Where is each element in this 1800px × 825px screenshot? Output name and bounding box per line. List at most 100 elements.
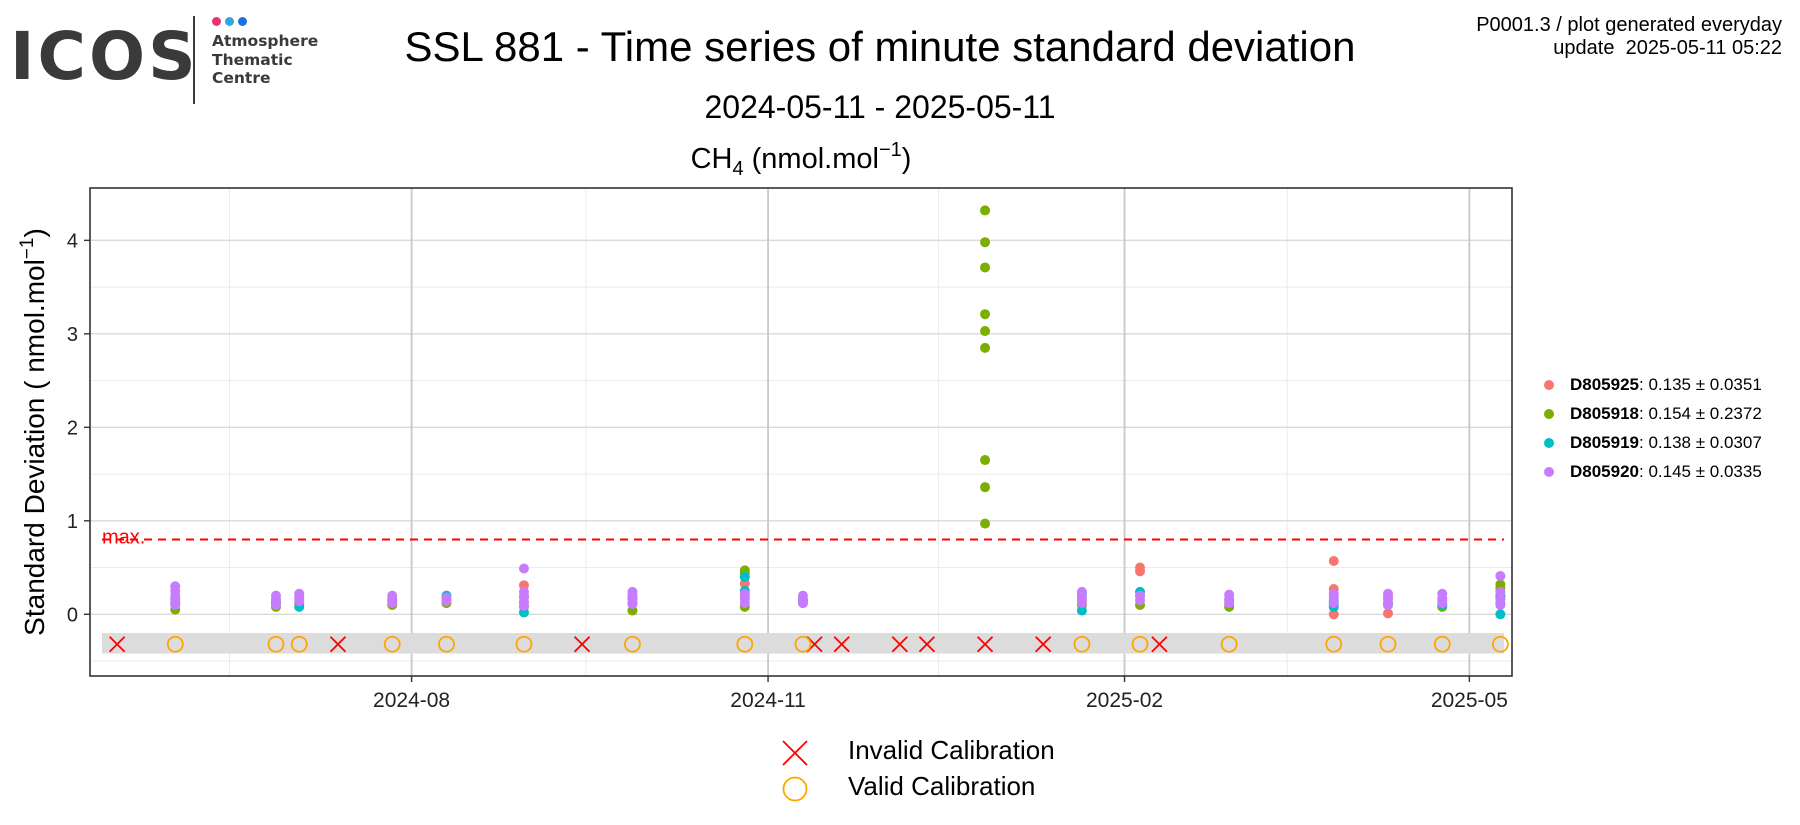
y-tick-label: 4 bbox=[67, 230, 78, 252]
invalid-calibration-marker bbox=[1151, 636, 1168, 653]
data-point bbox=[1328, 609, 1339, 620]
valid-calibration-marker bbox=[1073, 635, 1091, 653]
logo-divider bbox=[193, 16, 195, 104]
data-point bbox=[1495, 570, 1506, 581]
legend-series-name: D805919 bbox=[1570, 433, 1640, 452]
chart-title: CH4 (nmol.mol−1) bbox=[691, 139, 912, 180]
invalid-calibration-marker bbox=[891, 636, 908, 653]
data-point bbox=[980, 518, 991, 529]
logo-wordmark: ICOS bbox=[10, 18, 199, 95]
date-range-subtitle: 2024-05-11 - 2025-05-11 bbox=[704, 89, 1056, 125]
data-point bbox=[1328, 598, 1339, 609]
ylabel-text: Standard Deviation ( nmol.mol bbox=[19, 259, 50, 636]
data-point bbox=[1383, 599, 1394, 610]
y-tick-label: 2 bbox=[67, 417, 78, 439]
logo-line: Atmosphere bbox=[212, 32, 319, 50]
cross-stroke bbox=[329, 636, 347, 653]
invalid-calibration-marker bbox=[833, 636, 850, 653]
legend-dot bbox=[1544, 380, 1554, 390]
title-text: CH bbox=[691, 143, 733, 175]
y-axis-label: Standard Deviation ( nmol.mol−1) bbox=[17, 228, 50, 636]
cross-stroke bbox=[108, 636, 126, 653]
data-point bbox=[980, 326, 991, 337]
data-point bbox=[1495, 586, 1506, 597]
plot-frame bbox=[89, 187, 1513, 677]
ylabel-text: ) bbox=[19, 228, 50, 237]
meta-update: update 2025-05-11 05:22 bbox=[1553, 37, 1782, 59]
valid-calibration-marker bbox=[1491, 635, 1509, 653]
invalid-calibration-marker bbox=[573, 636, 591, 653]
data-point bbox=[739, 571, 750, 582]
cross-icon bbox=[782, 740, 808, 766]
valid-calibration-marker bbox=[383, 635, 401, 653]
data-point bbox=[980, 482, 991, 493]
title-text: ) bbox=[902, 143, 912, 175]
legend-item-valid: Valid Calibration bbox=[770, 768, 1090, 804]
data-point bbox=[739, 598, 750, 609]
valid-calibration-marker bbox=[1325, 635, 1343, 653]
valid-calibration-marker bbox=[1379, 635, 1397, 653]
legend-dot bbox=[1544, 409, 1554, 419]
valid-calibration-marker bbox=[438, 635, 455, 653]
logo-dot bbox=[212, 17, 221, 26]
title-text: (nmol.mol bbox=[744, 143, 879, 175]
legend-label: Valid Calibration bbox=[848, 771, 1036, 801]
legend-series-stat: : 0.145 ± 0.0335 bbox=[1639, 462, 1762, 481]
valid-calibration-marker bbox=[736, 635, 754, 653]
x-tick-label: 2025-02 bbox=[1086, 689, 1163, 712]
valid-calibration-marker bbox=[794, 635, 812, 653]
legend-series-stat: : 0.154 ± 0.2372 bbox=[1639, 404, 1762, 423]
y-tick-label: 0 bbox=[67, 604, 78, 626]
cross-stroke bbox=[1035, 636, 1052, 653]
valid-calibration-marker bbox=[1131, 635, 1149, 653]
data-point bbox=[441, 596, 452, 607]
invalid-calibration-marker bbox=[108, 636, 126, 653]
valid-calibration-marker bbox=[1433, 635, 1451, 653]
data-point bbox=[270, 599, 281, 610]
valid-calibration-marker bbox=[1220, 635, 1238, 653]
page-title: SSL 881 - Time series of minute standard… bbox=[404, 23, 1356, 70]
legend-item-invalid: Invalid Calibration bbox=[770, 732, 1090, 768]
data-point bbox=[1495, 599, 1506, 610]
valid-calibration-marker bbox=[290, 635, 308, 653]
cross-stroke bbox=[573, 636, 591, 653]
invalid-calibration-marker bbox=[329, 636, 347, 653]
invalid-calibration-marker bbox=[1035, 636, 1052, 653]
data-point bbox=[387, 598, 398, 609]
logo-text: Atmosphere Thematic Centre bbox=[212, 32, 318, 88]
data-point bbox=[980, 309, 991, 320]
plot-meta: P0001.3 / plot generated everyday update… bbox=[1476, 14, 1782, 60]
data-point bbox=[1224, 598, 1235, 609]
logo-line: Thematic bbox=[212, 50, 293, 69]
legend-series-name: D805918 bbox=[1570, 404, 1640, 423]
data-point bbox=[518, 563, 529, 574]
data-point bbox=[518, 600, 529, 611]
data-point bbox=[1135, 566, 1146, 577]
y-tick-label: 1 bbox=[67, 511, 78, 533]
invalid-calibration-marker bbox=[918, 636, 936, 653]
logo-dot bbox=[225, 17, 234, 26]
data-point bbox=[980, 205, 991, 216]
data-point bbox=[170, 599, 181, 610]
cross-stroke bbox=[1151, 636, 1168, 653]
valid-calibration-marker bbox=[515, 635, 533, 653]
data-point bbox=[980, 455, 991, 466]
meta-generated: P0001.3 / plot generated everyday bbox=[1476, 14, 1782, 36]
legend-series-stat: : 0.138 ± 0.0307 bbox=[1639, 433, 1762, 452]
cross-stroke bbox=[976, 636, 994, 653]
x-tick-label: 2024-11 bbox=[730, 689, 806, 712]
x-tick-label: 2025-05 bbox=[1431, 689, 1508, 712]
cross-stroke bbox=[891, 636, 908, 653]
logo-dot bbox=[238, 17, 247, 26]
data-point bbox=[1328, 556, 1339, 567]
legend-dot bbox=[1544, 438, 1554, 448]
data-point bbox=[1076, 605, 1087, 616]
data-point bbox=[980, 262, 991, 273]
cross-stroke bbox=[918, 636, 936, 653]
legend-series-stat: : 0.135 ± 0.0351 bbox=[1639, 375, 1762, 394]
valid-calibration-marker bbox=[267, 635, 285, 653]
y-tick-label: 3 bbox=[67, 324, 78, 346]
legend-label: Invalid Calibration bbox=[848, 735, 1055, 765]
legend-series-name: D805920 bbox=[1570, 462, 1640, 481]
